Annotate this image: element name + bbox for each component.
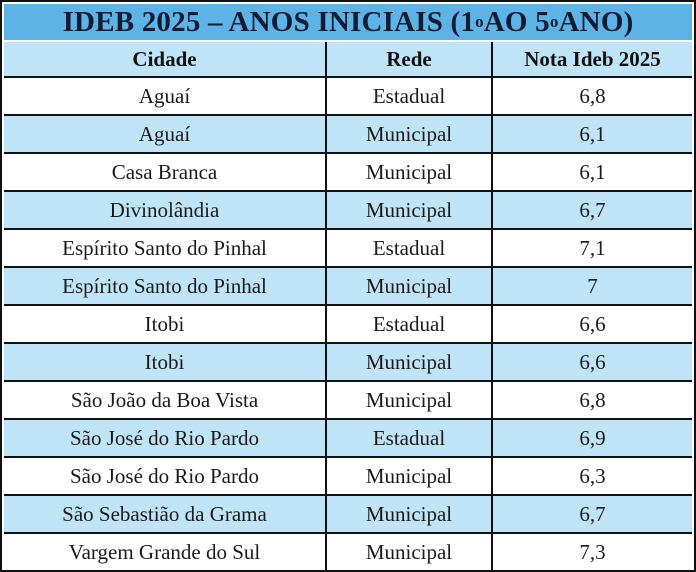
cell-cidade: Divinolândia — [4, 190, 327, 230]
cell-rede: Municipal — [325, 494, 493, 534]
table-row: Espírito Santo do Pinhal Municipal 7 — [4, 266, 692, 306]
cell-nota: 7 — [491, 266, 692, 306]
cell-rede: Estadual — [325, 418, 493, 458]
title-ordinal-1: o — [475, 12, 484, 31]
cell-cidade: Itobi — [4, 342, 327, 382]
cell-nota: 6,1 — [491, 114, 692, 154]
title-middle: AO 5 — [483, 5, 550, 38]
cell-rede: Estadual — [325, 228, 493, 268]
table-row: Vargem Grande do Sul Municipal 7,3 — [4, 532, 692, 570]
cell-cidade: Vargem Grande do Sul — [4, 532, 327, 570]
table-row: São José do Rio Pardo Municipal 6,3 — [4, 456, 692, 496]
table-row: São João da Boa Vista Municipal 6,8 — [4, 380, 692, 420]
cell-cidade: São José do Rio Pardo — [4, 418, 327, 458]
table-row: Itobi Municipal 6,6 — [4, 342, 692, 382]
cell-nota: 6,9 — [491, 418, 692, 458]
table-row: São Sebastião da Grama Municipal 6,7 — [4, 494, 692, 534]
cell-cidade: Casa Branca — [4, 152, 327, 192]
cell-cidade: São José do Rio Pardo — [4, 456, 327, 496]
cell-nota: 6,8 — [491, 380, 692, 420]
cell-rede: Municipal — [325, 456, 493, 496]
cell-nota: 6,7 — [491, 190, 692, 230]
cell-rede: Municipal — [325, 190, 493, 230]
cell-rede: Municipal — [325, 342, 493, 382]
cell-rede: Municipal — [325, 380, 493, 420]
cell-rede: Municipal — [325, 532, 493, 570]
title-prefix: IDEB 2025 – ANOS INICIAIS (1 — [62, 5, 476, 38]
table-row: São José do Rio Pardo Estadual 6,9 — [4, 418, 692, 458]
cell-rede: Estadual — [325, 76, 493, 116]
cell-cidade: Itobi — [4, 304, 327, 344]
column-header-rede: Rede — [325, 42, 493, 78]
cell-cidade: Aguaí — [4, 114, 327, 154]
table-row: Aguaí Municipal 6,1 — [4, 114, 692, 154]
table-row: Casa Branca Municipal 6,1 — [4, 152, 692, 192]
cell-nota: 6,7 — [491, 494, 692, 534]
column-header-nota: Nota Ideb 2025 — [491, 42, 692, 78]
table-row: Espírito Santo do Pinhal Estadual 7,1 — [4, 228, 692, 268]
cell-nota: 6,1 — [491, 152, 692, 192]
cell-rede: Municipal — [325, 266, 493, 306]
cell-rede: Municipal — [325, 152, 493, 192]
cell-cidade: Espírito Santo do Pinhal — [4, 266, 327, 306]
cell-cidade: Aguaí — [4, 76, 327, 116]
cell-nota: 7,3 — [491, 532, 692, 570]
table-row: Aguaí Estadual 6,8 — [4, 76, 692, 116]
title-suffix: ANO) — [558, 5, 634, 38]
cell-nota: 6,6 — [491, 304, 692, 344]
cell-rede: Estadual — [325, 304, 493, 344]
cell-cidade: São João da Boa Vista — [4, 380, 327, 420]
title-ordinal-2: o — [549, 12, 559, 31]
cell-nota: 7,1 — [491, 228, 692, 268]
cell-cidade: São Sebastião da Grama — [4, 494, 327, 534]
cell-nota: 6,6 — [491, 342, 692, 382]
header-row: Cidade Rede Nota Ideb 2025 — [4, 42, 692, 78]
cell-nota: 6,8 — [491, 76, 692, 116]
ideb-table: Cidade Rede Nota Ideb 2025 Aguaí Estadua… — [4, 42, 692, 570]
cell-rede: Municipal — [325, 114, 493, 154]
table-row: Itobi Estadual 6,6 — [4, 304, 692, 344]
cell-nota: 6,3 — [491, 456, 692, 496]
cell-cidade: Espírito Santo do Pinhal — [4, 228, 327, 268]
table-row: Divinolândia Municipal 6,7 — [4, 190, 692, 230]
column-header-cidade: Cidade — [4, 42, 327, 78]
